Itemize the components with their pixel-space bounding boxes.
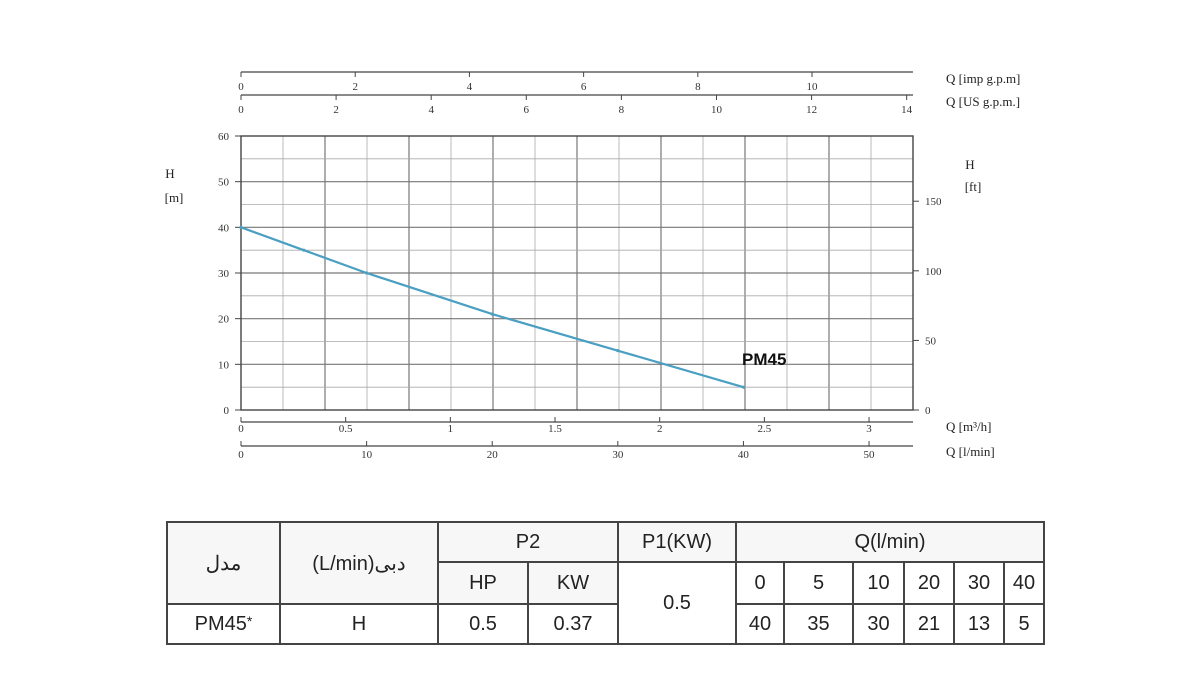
model-name: PM45 xyxy=(194,612,247,635)
top-tick-label: 2 xyxy=(333,104,339,116)
h-value-cell: 21 xyxy=(903,603,955,645)
header-hp: HP xyxy=(437,561,529,605)
right-tick-label: 50 xyxy=(925,335,937,347)
chart-grid xyxy=(241,136,913,410)
bottom-lmin-tick-label: 20 xyxy=(487,449,499,461)
left-axis-ticks: 0 10 20 30 40 50 60 xyxy=(218,131,241,417)
q-value-cell: 10 xyxy=(852,561,905,605)
header-kw: KW xyxy=(527,561,619,605)
q-value-cell: 40 xyxy=(1003,561,1045,605)
h-value-cell: 40 xyxy=(735,603,785,645)
cell-model: PM45* xyxy=(166,603,281,645)
left-axis-label-1: H xyxy=(165,166,174,181)
top-tick-label: 0 xyxy=(238,104,244,116)
bottom-m3h-tick-label: 0.5 xyxy=(339,423,353,435)
right-tick-label: 0 xyxy=(925,405,931,417)
header-q: Q(l/min) xyxy=(735,521,1045,563)
right-tick-label: 150 xyxy=(925,196,942,208)
left-tick-label: 20 xyxy=(218,314,230,326)
data-point xyxy=(239,225,243,229)
curve-label: PM45 xyxy=(742,350,786,369)
data-point xyxy=(490,312,494,316)
top-tick-label: 6 xyxy=(524,104,530,116)
h-value-cell: 13 xyxy=(953,603,1005,645)
pump-curve-chart: 0 2 4 6 8 100 2 4 6 8 10 12 14 0 0.5 1 1.5 2 2.5 30 10 20 30 4… xyxy=(165,71,1021,461)
header-p1: P1(KW) xyxy=(617,521,737,563)
bottom-axis-lmin-label: Q [l/min] xyxy=(946,444,995,459)
top-tick-label: 4 xyxy=(467,81,473,93)
header-p2: P2 xyxy=(437,521,619,563)
bottom-m3h-tick-label: 0 xyxy=(238,423,244,435)
bottom-lmin-tick-label: 10 xyxy=(361,449,373,461)
bottom-lmin-tick-label: 50 xyxy=(864,449,876,461)
top-tick-label: 14 xyxy=(901,104,913,116)
bottom-axis-m3h-label: Q [m³/h] xyxy=(946,419,991,434)
left-tick-label: 0 xyxy=(224,405,230,417)
pump-spec-table: مدل (L/min)دبی P2 P1(KW) Q(l/min) HP KW … xyxy=(166,521,1045,645)
bottom-m3h-tick-label: 2 xyxy=(657,423,663,435)
right-axis-label-2: [ft] xyxy=(965,179,982,194)
h-value-cell: 5 xyxy=(1003,603,1045,645)
header-model: مدل xyxy=(166,521,281,605)
data-point xyxy=(616,349,620,353)
left-tick-label: 30 xyxy=(218,268,230,280)
left-axis-label-2: [m] xyxy=(165,190,184,205)
top-axis-2-label: Q [US g.p.m.] xyxy=(946,94,1020,109)
data-point xyxy=(365,271,369,275)
bottom-m3h-tick-label: 1.5 xyxy=(548,423,562,435)
top-tick-label: 10 xyxy=(807,81,819,93)
cell-p1: 0.5 xyxy=(617,561,737,645)
h-value-cell: 35 xyxy=(783,603,854,645)
top-tick-label: 2 xyxy=(352,81,358,93)
series-line-pm45 xyxy=(240,226,744,389)
left-tick-label: 50 xyxy=(218,177,230,189)
top-tick-label: 10 xyxy=(711,104,723,116)
bottom-lmin-tick-label: 0 xyxy=(238,449,244,461)
model-mark: * xyxy=(246,612,253,629)
top-tick-label: 8 xyxy=(695,81,701,93)
q-value-cell: 20 xyxy=(903,561,955,605)
right-axis-ticks: 0 50 100 150 xyxy=(913,196,942,417)
bottom-lmin-tick-label: 40 xyxy=(738,449,750,461)
top-tick-label: 12 xyxy=(806,104,817,116)
top-tick-label: 6 xyxy=(581,81,587,93)
left-tick-label: 10 xyxy=(218,359,230,371)
header-flow: (L/min)دبی xyxy=(279,521,439,605)
data-point xyxy=(302,248,306,252)
top-tick-label: 0 xyxy=(238,81,244,93)
cell-kw: 0.37 xyxy=(527,603,619,645)
cell-hp: 0.5 xyxy=(437,603,529,645)
series-group xyxy=(239,225,746,389)
bottom-m3h-tick-label: 1 xyxy=(448,423,454,435)
right-axis-label-1: H xyxy=(965,157,974,172)
q-value-cell: 5 xyxy=(783,561,854,605)
top-axes: 0 2 4 6 8 10 0 2 4 6 8 10 12 14 xyxy=(238,71,913,116)
h-value-cell: 30 xyxy=(852,603,905,645)
bottom-lmin-tick-label: 30 xyxy=(612,449,624,461)
q-value-cell: 0 xyxy=(735,561,785,605)
right-tick-label: 100 xyxy=(925,266,942,278)
top-tick-label: 8 xyxy=(619,104,625,116)
bottom-m3h-tick-label: 2.5 xyxy=(757,423,771,435)
cell-flow: H xyxy=(279,603,439,645)
left-tick-label: 40 xyxy=(218,222,230,234)
data-point xyxy=(741,385,746,389)
left-tick-label: 60 xyxy=(218,131,230,143)
bottom-axes: 0 0.5 1 1.5 2 2.5 30 10 20 30 40 50 xyxy=(238,417,913,461)
top-tick-label: 4 xyxy=(428,104,434,116)
q-value-cell: 30 xyxy=(953,561,1005,605)
bottom-m3h-tick-label: 3 xyxy=(866,423,872,435)
top-axis-1-label: Q [imp g.p.m] xyxy=(946,71,1020,86)
